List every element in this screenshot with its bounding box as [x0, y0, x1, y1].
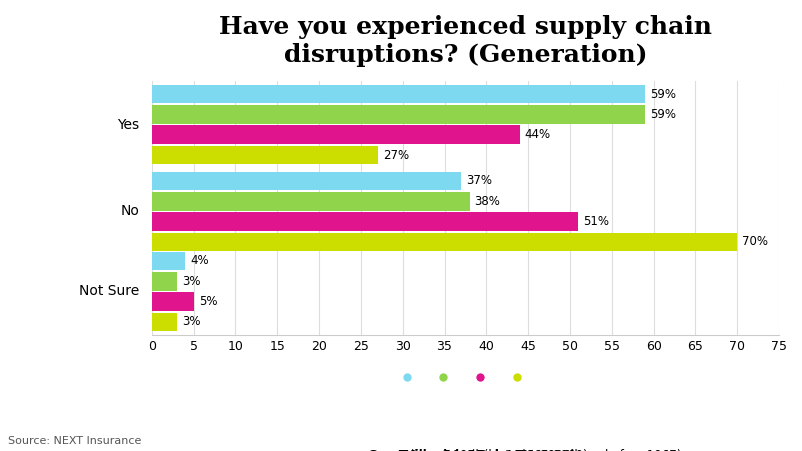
Text: 44%: 44%	[525, 128, 551, 141]
Text: Gen Z: Gen Z	[367, 449, 407, 451]
Text: (born before 1967): (born before 1967)	[566, 449, 682, 451]
Bar	[152, 146, 378, 165]
Text: (born 1981-1996): (born 1981-1996)	[468, 449, 575, 451]
Text: 27%: 27%	[383, 149, 409, 161]
Bar	[152, 105, 645, 124]
Text: 70%: 70%	[742, 235, 768, 249]
Legend:  ,  ,  ,  : , , ,	[395, 371, 536, 384]
Bar	[152, 313, 177, 331]
Bar	[152, 171, 461, 190]
Text: 37%: 37%	[466, 175, 492, 187]
Text: 4%: 4%	[190, 254, 209, 267]
Text: No: No	[120, 204, 140, 218]
Bar	[152, 233, 737, 251]
Bar	[152, 272, 177, 290]
Bar	[152, 292, 193, 311]
Text: 5%: 5%	[199, 295, 217, 308]
Bar	[152, 212, 578, 231]
Text: Source: NEXT Insurance: Source: NEXT Insurance	[8, 437, 141, 446]
Text: Gen X: Gen X	[441, 449, 480, 451]
Text: 59%: 59%	[650, 108, 676, 121]
Text: 51%: 51%	[583, 215, 610, 228]
Bar	[152, 85, 645, 103]
Bar	[152, 192, 470, 211]
Title: Have you experienced supply chain
disruptions? (Generation): Have you experienced supply chain disrup…	[219, 15, 712, 67]
Text: Not Sure: Not Sure	[79, 285, 140, 299]
Text: 3%: 3%	[182, 275, 200, 288]
Text: 38%: 38%	[475, 195, 500, 208]
Text: Millenials: Millenials	[404, 449, 468, 451]
Text: (born 1965-1980): (born 1965-1980)	[480, 449, 588, 451]
Text: 3%: 3%	[182, 316, 200, 328]
Bar	[152, 125, 520, 144]
Text: 59%: 59%	[650, 87, 676, 101]
Bar	[152, 252, 185, 270]
Text: Yes: Yes	[117, 118, 140, 132]
Text: (born 1997 or later): (born 1997 or later)	[407, 449, 527, 451]
Text: Baby Boomer: Baby Boomer	[478, 449, 566, 451]
